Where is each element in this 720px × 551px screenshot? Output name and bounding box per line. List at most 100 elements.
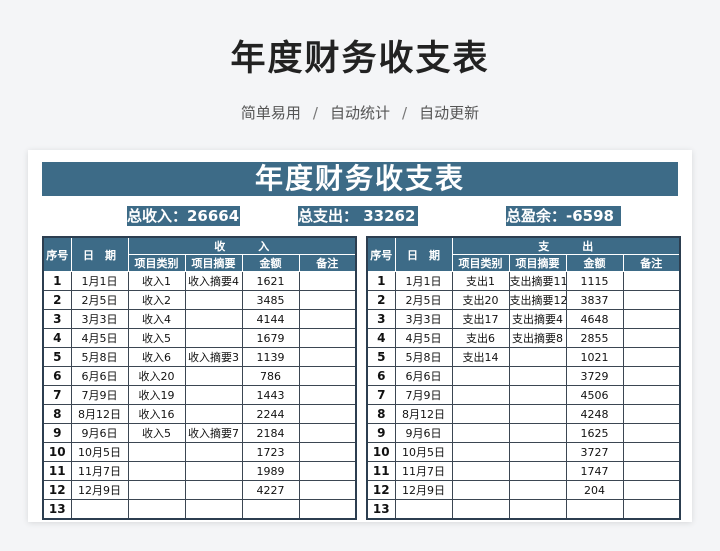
cell[interactable] bbox=[298, 385, 357, 405]
cell[interactable]: 3 bbox=[42, 309, 72, 329]
cell[interactable]: 2月5日 bbox=[70, 290, 129, 310]
cell[interactable]: 收入摘要4 bbox=[184, 271, 243, 291]
cell[interactable] bbox=[508, 480, 567, 500]
cell[interactable]: 7 bbox=[42, 385, 72, 405]
cell[interactable]: 12 bbox=[366, 480, 396, 500]
cell[interactable] bbox=[451, 461, 510, 481]
cell[interactable] bbox=[451, 423, 510, 443]
cell[interactable] bbox=[184, 461, 243, 481]
cell[interactable] bbox=[298, 480, 357, 500]
cell[interactable] bbox=[184, 328, 243, 348]
cell[interactable]: 支出摘要4 bbox=[508, 309, 567, 329]
cell[interactable] bbox=[622, 442, 681, 462]
cell[interactable] bbox=[184, 366, 243, 386]
cell[interactable]: 1139 bbox=[241, 347, 300, 367]
cell[interactable] bbox=[508, 347, 567, 367]
cell[interactable] bbox=[184, 290, 243, 310]
cell[interactable]: 5月8日 bbox=[70, 347, 129, 367]
cell[interactable]: 10 bbox=[366, 442, 396, 462]
cell[interactable]: 支出17 bbox=[451, 309, 510, 329]
cell[interactable] bbox=[622, 423, 681, 443]
cell[interactable]: 786 bbox=[241, 366, 300, 386]
cell[interactable]: 1989 bbox=[241, 461, 300, 481]
cell[interactable]: 收入5 bbox=[127, 423, 186, 443]
cell[interactable] bbox=[127, 499, 186, 519]
cell[interactable]: 收入19 bbox=[127, 385, 186, 405]
cell[interactable]: 1625 bbox=[565, 423, 624, 443]
cell[interactable]: 3月3日 bbox=[70, 309, 129, 329]
cell[interactable]: 收入摘要7 bbox=[184, 423, 243, 443]
cell[interactable] bbox=[451, 480, 510, 500]
cell[interactable]: 1747 bbox=[565, 461, 624, 481]
cell[interactable] bbox=[127, 442, 186, 462]
cell[interactable] bbox=[622, 480, 681, 500]
cell[interactable] bbox=[184, 442, 243, 462]
cell[interactable] bbox=[622, 366, 681, 386]
cell[interactable]: 2 bbox=[42, 290, 72, 310]
cell[interactable]: 7月9日 bbox=[70, 385, 129, 405]
cell[interactable] bbox=[127, 461, 186, 481]
cell[interactable]: 6月6日 bbox=[394, 366, 453, 386]
cell[interactable]: 8月12日 bbox=[394, 404, 453, 424]
cell[interactable]: 3月3日 bbox=[394, 309, 453, 329]
cell[interactable]: 2月5日 bbox=[394, 290, 453, 310]
cell[interactable]: 204 bbox=[565, 480, 624, 500]
cell[interactable] bbox=[451, 385, 510, 405]
cell[interactable]: 6月6日 bbox=[70, 366, 129, 386]
cell[interactable] bbox=[298, 442, 357, 462]
cell[interactable]: 12月9日 bbox=[394, 480, 453, 500]
cell[interactable]: 1621 bbox=[241, 271, 300, 291]
cell[interactable] bbox=[508, 442, 567, 462]
cell[interactable] bbox=[565, 499, 624, 519]
cell[interactable] bbox=[298, 366, 357, 386]
cell[interactable] bbox=[508, 423, 567, 443]
cell[interactable] bbox=[127, 480, 186, 500]
cell[interactable] bbox=[622, 461, 681, 481]
cell[interactable]: 3727 bbox=[565, 442, 624, 462]
cell[interactable] bbox=[241, 499, 300, 519]
cell[interactable]: 支出1 bbox=[451, 271, 510, 291]
cell[interactable]: 收入1 bbox=[127, 271, 186, 291]
cell[interactable]: 支出摘要12 bbox=[508, 290, 567, 310]
cell[interactable]: 4月5日 bbox=[70, 328, 129, 348]
cell[interactable] bbox=[298, 347, 357, 367]
cell[interactable]: 8月12日 bbox=[70, 404, 129, 424]
cell[interactable]: 支出20 bbox=[451, 290, 510, 310]
cell[interactable] bbox=[622, 404, 681, 424]
cell[interactable]: 2244 bbox=[241, 404, 300, 424]
cell[interactable]: 11月7日 bbox=[70, 461, 129, 481]
cell[interactable] bbox=[298, 309, 357, 329]
cell[interactable]: 3837 bbox=[565, 290, 624, 310]
cell[interactable] bbox=[184, 480, 243, 500]
cell[interactable] bbox=[451, 366, 510, 386]
cell[interactable]: 11 bbox=[366, 461, 396, 481]
cell[interactable]: 1115 bbox=[565, 271, 624, 291]
cell[interactable] bbox=[184, 404, 243, 424]
cell[interactable] bbox=[508, 499, 567, 519]
cell[interactable] bbox=[622, 328, 681, 348]
cell[interactable] bbox=[70, 499, 129, 519]
cell[interactable]: 4月5日 bbox=[394, 328, 453, 348]
cell[interactable]: 10月5日 bbox=[394, 442, 453, 462]
cell[interactable] bbox=[622, 271, 681, 291]
cell[interactable]: 4227 bbox=[241, 480, 300, 500]
cell[interactable]: 收入摘要3 bbox=[184, 347, 243, 367]
cell[interactable]: 1723 bbox=[241, 442, 300, 462]
cell[interactable]: 4506 bbox=[565, 385, 624, 405]
cell[interactable]: 5 bbox=[42, 347, 72, 367]
cell[interactable]: 9 bbox=[42, 423, 72, 443]
cell[interactable]: 8 bbox=[366, 404, 396, 424]
cell[interactable] bbox=[622, 385, 681, 405]
cell[interactable]: 9 bbox=[366, 423, 396, 443]
cell[interactable]: 1月1日 bbox=[394, 271, 453, 291]
cell[interactable]: 5月8日 bbox=[394, 347, 453, 367]
cell[interactable]: 收入16 bbox=[127, 404, 186, 424]
cell[interactable]: 4248 bbox=[565, 404, 624, 424]
cell[interactable]: 4648 bbox=[565, 309, 624, 329]
cell[interactable]: 支出14 bbox=[451, 347, 510, 367]
cell[interactable]: 11 bbox=[42, 461, 72, 481]
cell[interactable]: 收入5 bbox=[127, 328, 186, 348]
cell[interactable]: 1 bbox=[366, 271, 396, 291]
cell[interactable] bbox=[622, 347, 681, 367]
cell[interactable] bbox=[508, 385, 567, 405]
